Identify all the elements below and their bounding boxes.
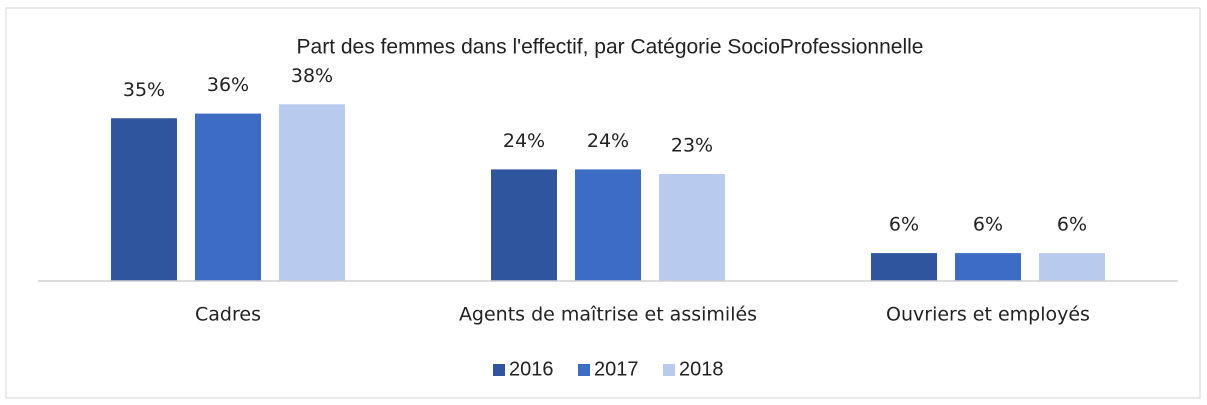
bar [659, 174, 725, 281]
bar [111, 118, 177, 281]
legend-label: 2016 [509, 358, 554, 380]
data-label: 36% [207, 74, 249, 96]
bar [279, 104, 345, 281]
legend-label: 2017 [594, 358, 639, 380]
data-label: 6% [1057, 214, 1087, 236]
x-tick-label: Cadres [195, 304, 261, 326]
bar [1039, 253, 1105, 281]
legend-swatch [578, 364, 590, 376]
bar [871, 253, 937, 281]
data-label: 24% [587, 130, 629, 152]
data-label: 6% [889, 214, 919, 236]
data-label: 23% [671, 135, 713, 157]
bar [195, 113, 261, 281]
bar [575, 169, 641, 281]
bar [491, 169, 557, 281]
data-label: 38% [291, 65, 333, 87]
legend-label: 2018 [679, 358, 724, 380]
data-label: 35% [123, 79, 165, 101]
chart-title: Part des femmes dans l'effectif, par Cat… [297, 36, 924, 59]
data-label: 6% [973, 214, 1003, 236]
data-label: 24% [503, 130, 545, 152]
legend-swatch [493, 364, 505, 376]
bar [955, 253, 1021, 281]
legend-swatch [663, 364, 675, 376]
x-tick-label: Agents de maîtrise et assimilés [459, 304, 757, 326]
x-tick-label: Ouvriers et employés [886, 304, 1090, 326]
